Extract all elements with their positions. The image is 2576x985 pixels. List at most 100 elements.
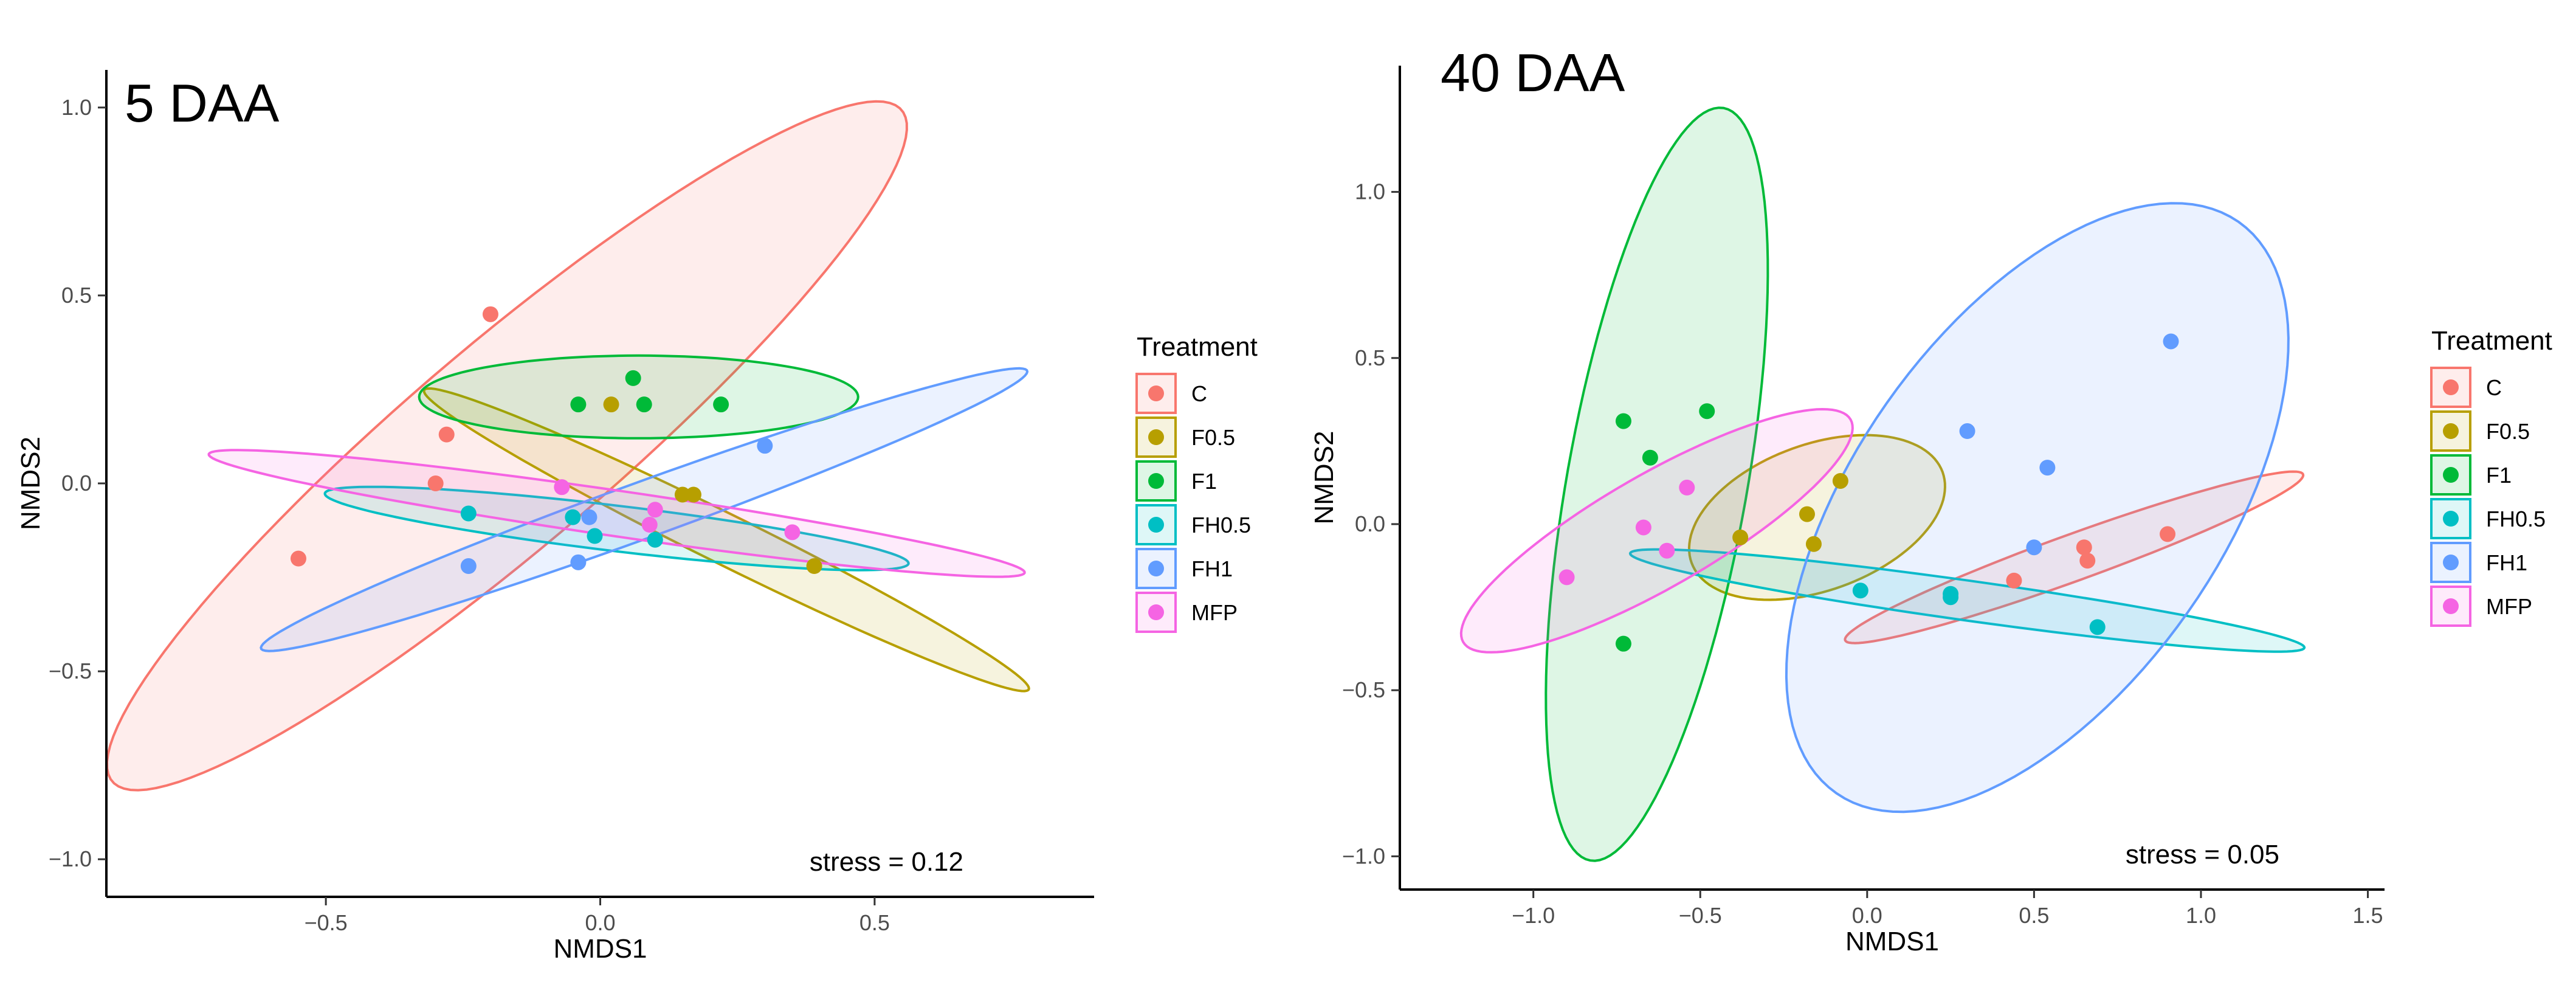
legend: Treatment C F0.5 F1 FH0.5 FH1 MFP bbox=[1135, 332, 1258, 633]
legend-title: Treatment bbox=[2431, 326, 2552, 356]
legend-label-f1: F1 bbox=[2486, 463, 2512, 488]
point-f1 bbox=[636, 396, 652, 413]
y-tick-label: −1.0 bbox=[1342, 843, 1385, 868]
point-f0-5 bbox=[1832, 472, 1848, 489]
point-fh1 bbox=[581, 509, 598, 525]
legend-label-c: C bbox=[1191, 381, 1207, 406]
ellipse-layer bbox=[106, 100, 1030, 792]
point-c bbox=[438, 426, 455, 443]
stress-annotation: stress = 0.12 bbox=[810, 847, 963, 877]
ellipse-fh1 bbox=[260, 367, 1029, 652]
y-tick-label: 0.0 bbox=[1355, 511, 1385, 536]
legend-label-f0-5: F0.5 bbox=[2486, 419, 2530, 444]
point-f0-5 bbox=[1732, 529, 1749, 545]
ellipse-f1 bbox=[418, 354, 859, 440]
legend-label-fh0-5: FH0.5 bbox=[1191, 513, 1251, 537]
legend-marker-fh1 bbox=[2443, 555, 2459, 570]
point-mfp bbox=[1659, 542, 1675, 559]
legend-title: Treatment bbox=[1137, 332, 1258, 362]
legend-label-c: C bbox=[2486, 375, 2502, 400]
x-tick-label: −0.5 bbox=[1679, 903, 1722, 928]
point-f1 bbox=[1642, 449, 1658, 466]
point-f1 bbox=[1615, 635, 1631, 652]
point-fh1 bbox=[2026, 539, 2042, 556]
point-fh0-5 bbox=[1852, 582, 1868, 599]
point-f0-5 bbox=[674, 486, 690, 503]
ellipse-f0-5 bbox=[422, 387, 1030, 693]
point-mfp bbox=[641, 517, 658, 533]
y-tick-label: −1.0 bbox=[49, 846, 92, 871]
y-tick-label: −0.5 bbox=[1342, 677, 1385, 702]
y-tick-label: 1.0 bbox=[61, 95, 92, 120]
point-layer bbox=[290, 306, 822, 574]
point-fh1 bbox=[757, 438, 773, 454]
y-tick-label: 1.0 bbox=[1355, 179, 1385, 204]
point-fh1 bbox=[460, 558, 477, 574]
x-tick-label: 0.0 bbox=[1852, 903, 1882, 928]
panel-label: 5 DAA bbox=[125, 73, 280, 133]
point-fh0-5 bbox=[565, 509, 581, 525]
point-fh0-5 bbox=[2089, 619, 2106, 635]
point-fh1 bbox=[2163, 333, 2179, 350]
ellipse-f1 bbox=[1545, 106, 1769, 862]
point-fh0-5 bbox=[460, 505, 477, 522]
point-fh1 bbox=[570, 554, 587, 570]
y-axis-title: NMDS2 bbox=[16, 437, 46, 530]
x-tick-label: 0.5 bbox=[859, 910, 890, 935]
legend-marker-f1 bbox=[2443, 467, 2459, 483]
legend-key-f0-5 bbox=[1135, 416, 1177, 458]
ellipse-fh0-5 bbox=[1628, 548, 2306, 653]
y-tick-label: 0.0 bbox=[61, 471, 92, 496]
legend-marker-mfp bbox=[2443, 598, 2459, 614]
ellipse-fh1 bbox=[1785, 202, 2290, 814]
point-fh0-5 bbox=[1943, 589, 1959, 606]
legend-label-mfp: MFP bbox=[2486, 594, 2532, 619]
x-axis-title: NMDS1 bbox=[553, 934, 647, 964]
point-f1 bbox=[625, 370, 641, 386]
x-tick-label: −1.0 bbox=[1512, 903, 1555, 928]
legend-marker-fh1 bbox=[1148, 561, 1164, 576]
point-c bbox=[2160, 526, 2176, 542]
point-c bbox=[2079, 553, 2096, 569]
y-tick-label: −0.5 bbox=[49, 658, 92, 683]
point-f0-5 bbox=[685, 486, 701, 503]
panel-5-daa: −0.5 0.0 0.5 −1.0 −0.5 0.0 0.5 1.0 NMDS1 NMDS2 5 D… bbox=[16, 70, 1258, 964]
legend-marker-f1 bbox=[1148, 473, 1164, 489]
point-fh1 bbox=[1959, 423, 1975, 440]
legend-marker-c bbox=[2443, 379, 2459, 395]
legend-label-fh1: FH1 bbox=[2486, 550, 2527, 575]
point-fh0-5 bbox=[647, 531, 663, 548]
legend-marker-f0-5 bbox=[1148, 429, 1164, 445]
point-mfp bbox=[1635, 519, 1651, 536]
legend: Treatment C F0.5 F1 FH0.5 FH1 MFP bbox=[2430, 326, 2552, 627]
legend-key-f0-5 bbox=[2430, 410, 2471, 452]
legend-marker-c bbox=[1148, 385, 1164, 401]
point-c bbox=[2076, 539, 2092, 556]
point-fh0-5 bbox=[587, 528, 603, 544]
legend-marker-fh0-5 bbox=[1148, 517, 1164, 533]
x-tick-label: 0.5 bbox=[2019, 903, 2049, 928]
point-f0-5 bbox=[806, 558, 822, 574]
legend-marker-fh0-5 bbox=[2443, 511, 2459, 527]
point-f0-5 bbox=[1799, 506, 1815, 522]
point-c bbox=[482, 306, 498, 322]
ellipse-layer bbox=[1459, 106, 2306, 862]
panel-40-daa: −1.0 −0.5 0.0 0.5 1.0 1.5 −1.0 −0.5 0.0 0.5 1.0 NMD… bbox=[1309, 43, 2552, 956]
point-layer bbox=[1558, 333, 2179, 652]
y-axis-title: NMDS2 bbox=[1309, 430, 1339, 524]
x-tick-label: 1.5 bbox=[2353, 903, 2383, 928]
y-tick-label: 0.5 bbox=[1355, 345, 1385, 370]
point-f1 bbox=[570, 396, 587, 413]
point-c bbox=[427, 475, 444, 491]
x-tick-label: 0.0 bbox=[585, 910, 615, 935]
point-mfp bbox=[1679, 479, 1695, 496]
point-c bbox=[2006, 572, 2022, 589]
x-tick-label: 1.0 bbox=[2186, 903, 2216, 928]
legend-marker-f0-5 bbox=[2443, 423, 2459, 439]
legend-marker-mfp bbox=[1148, 604, 1164, 620]
point-c bbox=[290, 550, 306, 567]
panel-label: 40 DAA bbox=[1441, 43, 1625, 103]
point-mfp bbox=[647, 502, 663, 518]
x-tick-label: −0.5 bbox=[305, 910, 348, 935]
